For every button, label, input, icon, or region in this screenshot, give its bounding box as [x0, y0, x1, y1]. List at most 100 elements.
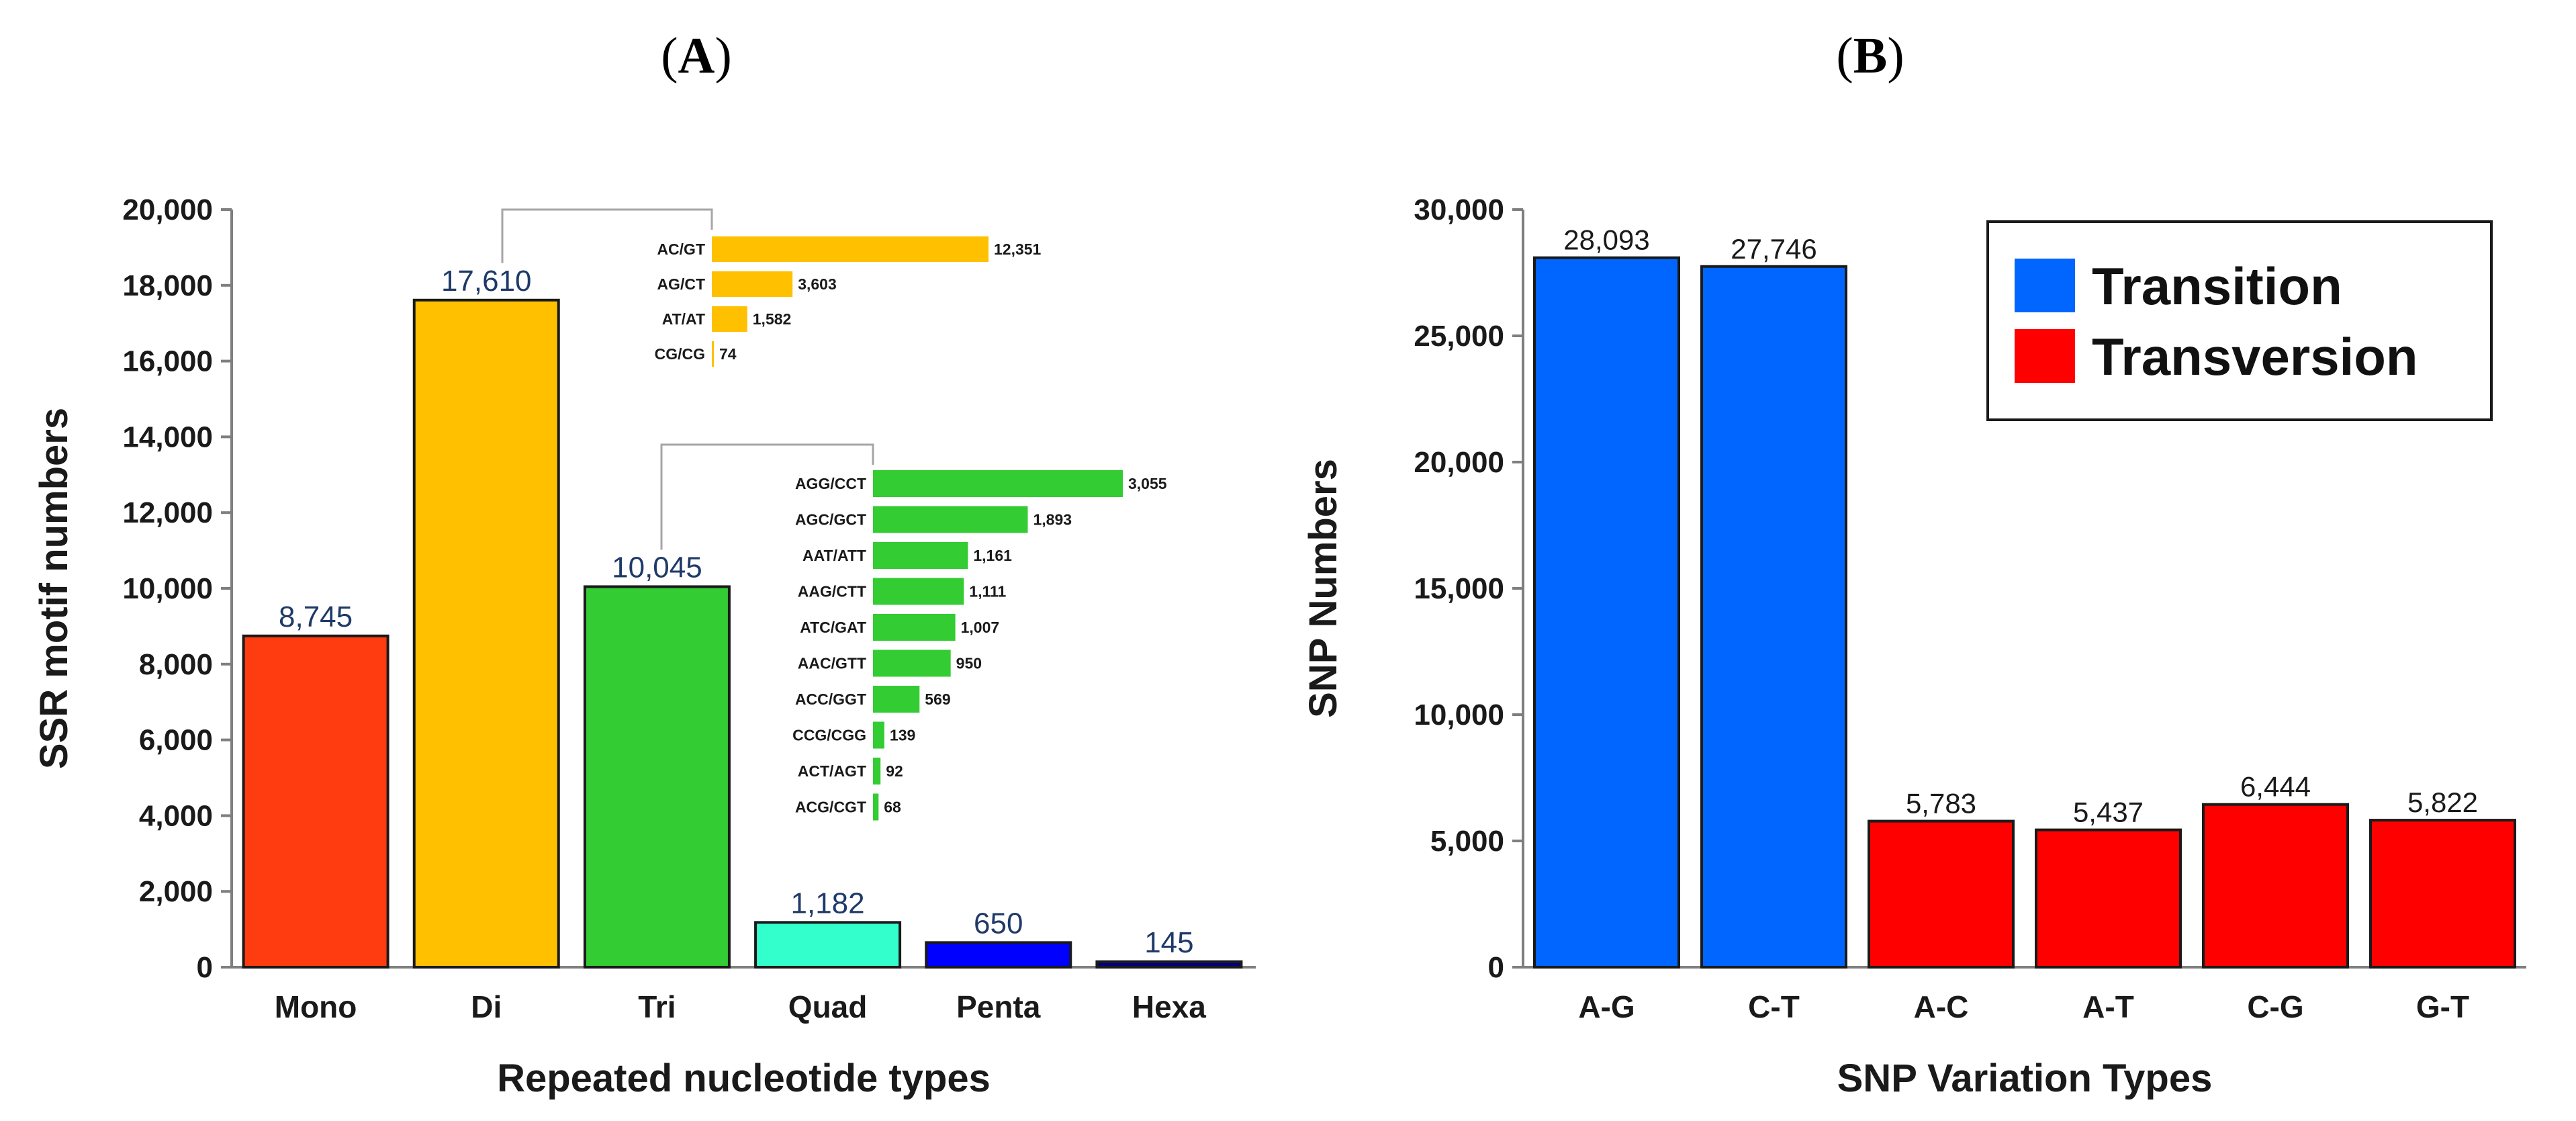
value-label-c-t: 27,746 — [1731, 233, 1816, 265]
value-label-mono: 8,745 — [279, 600, 353, 633]
inset-bar-at-at — [712, 306, 747, 332]
inset-category-cg-cg: CG/CG — [655, 345, 705, 363]
inset-value-at-at: 1,582 — [753, 310, 792, 328]
category-label-a-g: A-G — [1578, 989, 1635, 1024]
value-label-c-g: 6,444 — [2240, 771, 2311, 803]
category-label-hexa: Hexa — [1132, 989, 1206, 1024]
legend-swatch-transversion — [2015, 329, 2075, 383]
category-label-mono: Mono — [275, 989, 357, 1024]
inset-category-aag-ctt: AAG/CTT — [798, 583, 866, 600]
panel-label-b-open: ( — [1836, 28, 1853, 84]
y-tick-label: 12,000 — [122, 496, 213, 529]
bar-c-t — [1700, 265, 1847, 969]
inset-category-ag-ct: AG/CT — [657, 275, 705, 293]
value-label-g-t: 5,822 — [2407, 787, 2478, 818]
value-label-quad: 1,182 — [791, 887, 865, 920]
category-label-di: Di — [471, 989, 502, 1024]
inset-connector — [660, 443, 874, 550]
category-label-c-t: C-T — [1748, 989, 1800, 1024]
value-label-hexa: 145 — [1144, 926, 1193, 959]
category-label-a-c: A-C — [1914, 989, 1969, 1024]
bar-hexa — [1095, 960, 1243, 969]
y-tick-label: 20,000 — [1414, 446, 1504, 479]
inset-connector — [501, 208, 713, 263]
inset-value-acg-cgt: 68 — [884, 799, 901, 816]
value-label-a-t: 5,437 — [2073, 797, 2144, 828]
y-tick-label: 25,000 — [1414, 320, 1504, 353]
inset-bar-agg-cct — [873, 470, 1123, 497]
y-axis-title: SSR motif numbers — [32, 408, 76, 769]
y-tick-label: 4,000 — [139, 799, 213, 832]
y-tick-label: 20,000 — [122, 193, 213, 226]
legend: Transition Transversion — [1986, 220, 2493, 421]
value-label-a-c: 5,783 — [1906, 788, 1976, 819]
inset-category-at-at: AT/AT — [662, 310, 705, 328]
bar-penta — [925, 941, 1072, 969]
panel-label-a-close: ) — [715, 28, 731, 84]
inset-category-agg-cct: AGG/CCT — [795, 475, 866, 492]
y-tick-label: 0 — [197, 951, 213, 984]
inset-category-aac-gtt: AAC/GTT — [798, 655, 866, 672]
inset-value-act-agt: 92 — [886, 762, 903, 780]
legend-label-transition: Transition — [2092, 257, 2342, 316]
y-tick-label: 2,000 — [139, 875, 213, 908]
bar-a-t — [2035, 828, 2182, 969]
bar-c-g — [2202, 803, 2349, 969]
y-axis-title: SNP Numbers — [1301, 459, 1345, 718]
panel-label-a-letter: A — [678, 28, 715, 84]
inset-category-act-agt: ACT/AGT — [798, 762, 866, 780]
inset-category-agc-gct: AGC/GCT — [795, 511, 866, 529]
panel-label-b-letter: B — [1853, 28, 1888, 84]
inset-value-acc-ggt: 569 — [925, 690, 950, 708]
ssr-chart: 0 2,000 4,000 6,000 8,000 10,000 12,000 14,000 1… — [32, 193, 1256, 1100]
inset-bar-aac-gtt — [873, 649, 951, 677]
panel-label-a: (A) — [661, 28, 732, 84]
bar-g-t — [2369, 819, 2516, 969]
y-tick-label: 6,000 — [139, 724, 213, 757]
bar-tri — [583, 585, 731, 969]
inset-bar-agc-gct — [873, 506, 1028, 533]
y-tick-label: 10,000 — [1414, 699, 1504, 731]
value-label-a-g: 28,093 — [1563, 224, 1649, 256]
bar-a-c — [1868, 819, 2015, 969]
category-label-penta: Penta — [956, 989, 1041, 1024]
legend-swatch-transition — [2015, 259, 2075, 312]
inset-bar-ac-gt — [712, 236, 988, 262]
legend-box — [1986, 220, 2493, 421]
inset-category-ac-gt: AC/GT — [657, 240, 705, 258]
y-tick-label: 16,000 — [122, 345, 213, 378]
category-label-tri: Tri — [638, 989, 676, 1024]
inset-value-agc-gct: 1,893 — [1033, 511, 1072, 529]
bar-quad — [754, 921, 902, 969]
x-axis-title: SNP Variation Types — [1837, 1057, 2213, 1100]
snp-chart: 0 5,000 10,000 15,000 20,000 25,000 30,000 SNP … — [1301, 193, 2526, 1100]
y-tick-label: 5,000 — [1430, 825, 1504, 858]
panel-label-b: (B) — [1836, 28, 1904, 84]
category-label-a-t: A-T — [2082, 989, 2134, 1024]
inset-bar-acc-ggt — [873, 686, 920, 713]
inset-bar-aat-att — [873, 542, 968, 569]
bar-di — [412, 298, 560, 969]
inset-bar-ccg-cgg — [873, 721, 884, 749]
y-tick-label: 10,000 — [122, 572, 213, 605]
bar-a-g — [1533, 256, 1680, 969]
category-label-c-g: C-G — [2247, 989, 2303, 1024]
inset-bar-atc-gat — [873, 614, 956, 641]
inset-category-aat-att: AAT/ATT — [802, 547, 866, 564]
inset-value-ac-gt: 12,351 — [994, 240, 1042, 258]
category-label-quad: Quad — [788, 989, 868, 1024]
x-axis-title: Repeated nucleotide types — [497, 1057, 991, 1100]
inset-tri: AGG/CCT 3,055 AGC/GCT 1,893 AAT/ATT 1,161 AAG/… — [660, 443, 1167, 821]
inset-bar-cg-cg — [712, 341, 714, 367]
inset-bar-ag-ct — [712, 271, 793, 297]
inset-value-ag-ct: 3,603 — [798, 275, 837, 293]
legend-label-transversion: Transversion — [2092, 327, 2418, 386]
panel-label-b-close: ) — [1887, 28, 1904, 84]
inset-value-aat-att: 1,161 — [973, 547, 1012, 564]
category-label-g-t: G-T — [2416, 989, 2469, 1024]
inset-bar-act-agt — [873, 758, 881, 784]
inset-bar-aag-ctt — [873, 578, 964, 605]
value-label-tri: 10,045 — [612, 551, 702, 584]
inset-category-atc-gat: ATC/GAT — [800, 619, 866, 636]
